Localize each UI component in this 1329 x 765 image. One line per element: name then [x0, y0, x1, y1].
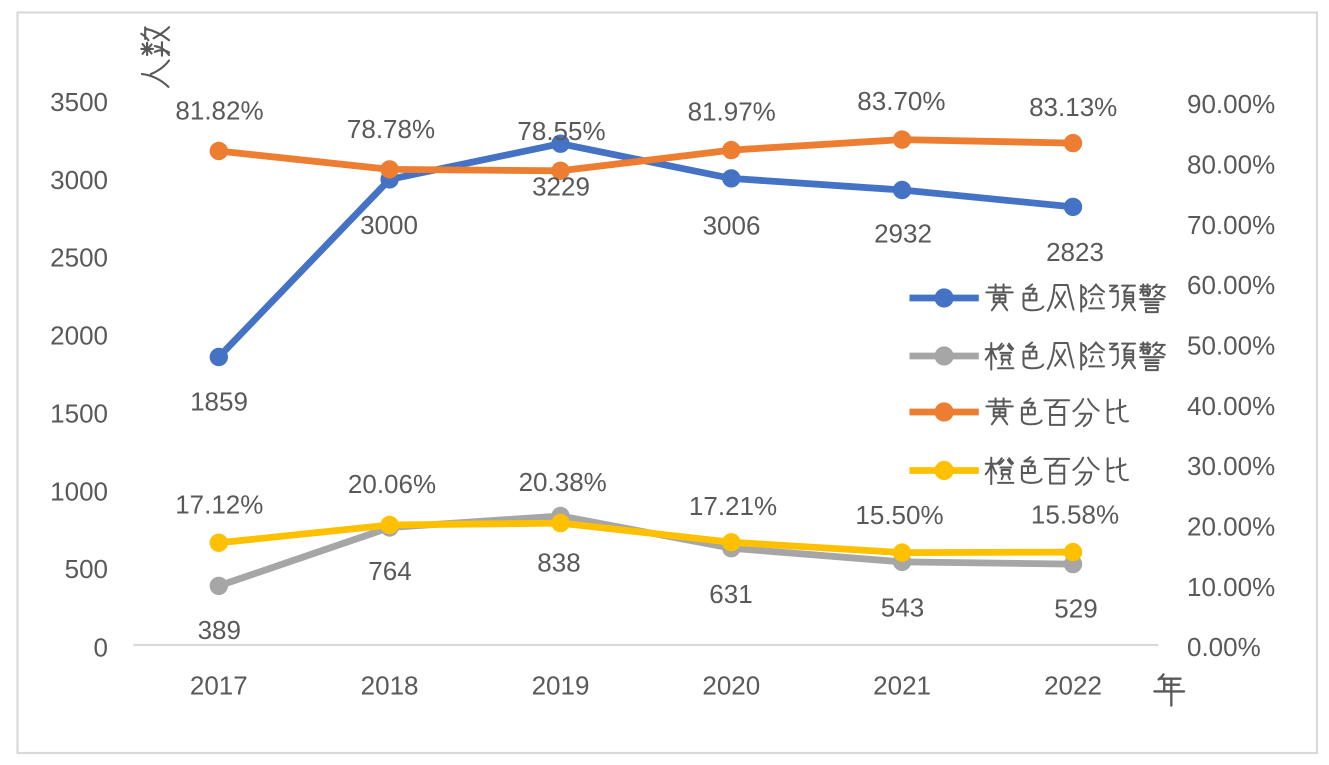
svg-text:78.55%: 78.55% [517, 116, 605, 146]
svg-text:2022: 2022 [1044, 671, 1102, 701]
svg-text:81.82%: 81.82% [175, 96, 263, 126]
svg-text:1500: 1500 [50, 398, 108, 428]
svg-text:78.78%: 78.78% [347, 114, 435, 144]
svg-text:3006: 3006 [703, 211, 761, 241]
svg-text:30.00%: 30.00% [1187, 451, 1275, 481]
svg-text:17.12%: 17.12% [175, 490, 263, 520]
svg-text:2017: 2017 [190, 671, 248, 701]
svg-text:0: 0 [94, 632, 108, 662]
svg-text:631: 631 [709, 579, 752, 609]
svg-text:2019: 2019 [532, 671, 590, 701]
svg-text:3229: 3229 [532, 171, 590, 201]
svg-text:500: 500 [65, 554, 108, 584]
svg-text:2000: 2000 [50, 321, 108, 351]
svg-text:83.70%: 83.70% [857, 86, 945, 116]
svg-text:2021: 2021 [873, 671, 931, 701]
svg-text:2500: 2500 [50, 243, 108, 273]
svg-text:15.58%: 15.58% [1031, 500, 1119, 530]
svg-text:2018: 2018 [361, 671, 419, 701]
svg-text:70.00%: 70.00% [1187, 210, 1275, 240]
svg-text:543: 543 [881, 593, 924, 623]
svg-text:17.21%: 17.21% [689, 491, 777, 521]
svg-text:20.00%: 20.00% [1187, 512, 1275, 542]
svg-text:389: 389 [198, 615, 241, 645]
svg-text:15.50%: 15.50% [855, 500, 943, 530]
svg-text:20.38%: 20.38% [519, 467, 607, 497]
svg-text:0.00%: 0.00% [1187, 632, 1261, 662]
svg-text:83.13%: 83.13% [1029, 92, 1117, 122]
svg-text:40.00%: 40.00% [1187, 391, 1275, 421]
svg-text:3500: 3500 [50, 87, 108, 117]
svg-text:2823: 2823 [1046, 237, 1104, 267]
svg-text:529: 529 [1054, 594, 1097, 624]
svg-text:90.00%: 90.00% [1187, 89, 1275, 119]
svg-text:2020: 2020 [702, 671, 760, 701]
svg-text:50.00%: 50.00% [1187, 331, 1275, 361]
svg-text:2932: 2932 [874, 219, 932, 249]
svg-text:10.00%: 10.00% [1187, 572, 1275, 602]
svg-text:1859: 1859 [190, 387, 248, 417]
svg-text:1000: 1000 [50, 476, 108, 506]
svg-text:3000: 3000 [360, 210, 418, 240]
svg-text:81.97%: 81.97% [688, 97, 776, 127]
svg-text:764: 764 [368, 556, 411, 586]
svg-text:3000: 3000 [50, 165, 108, 195]
svg-text:838: 838 [537, 548, 580, 578]
svg-text:80.00%: 80.00% [1187, 150, 1275, 180]
svg-text:20.06%: 20.06% [348, 469, 436, 499]
svg-text:60.00%: 60.00% [1187, 270, 1275, 300]
